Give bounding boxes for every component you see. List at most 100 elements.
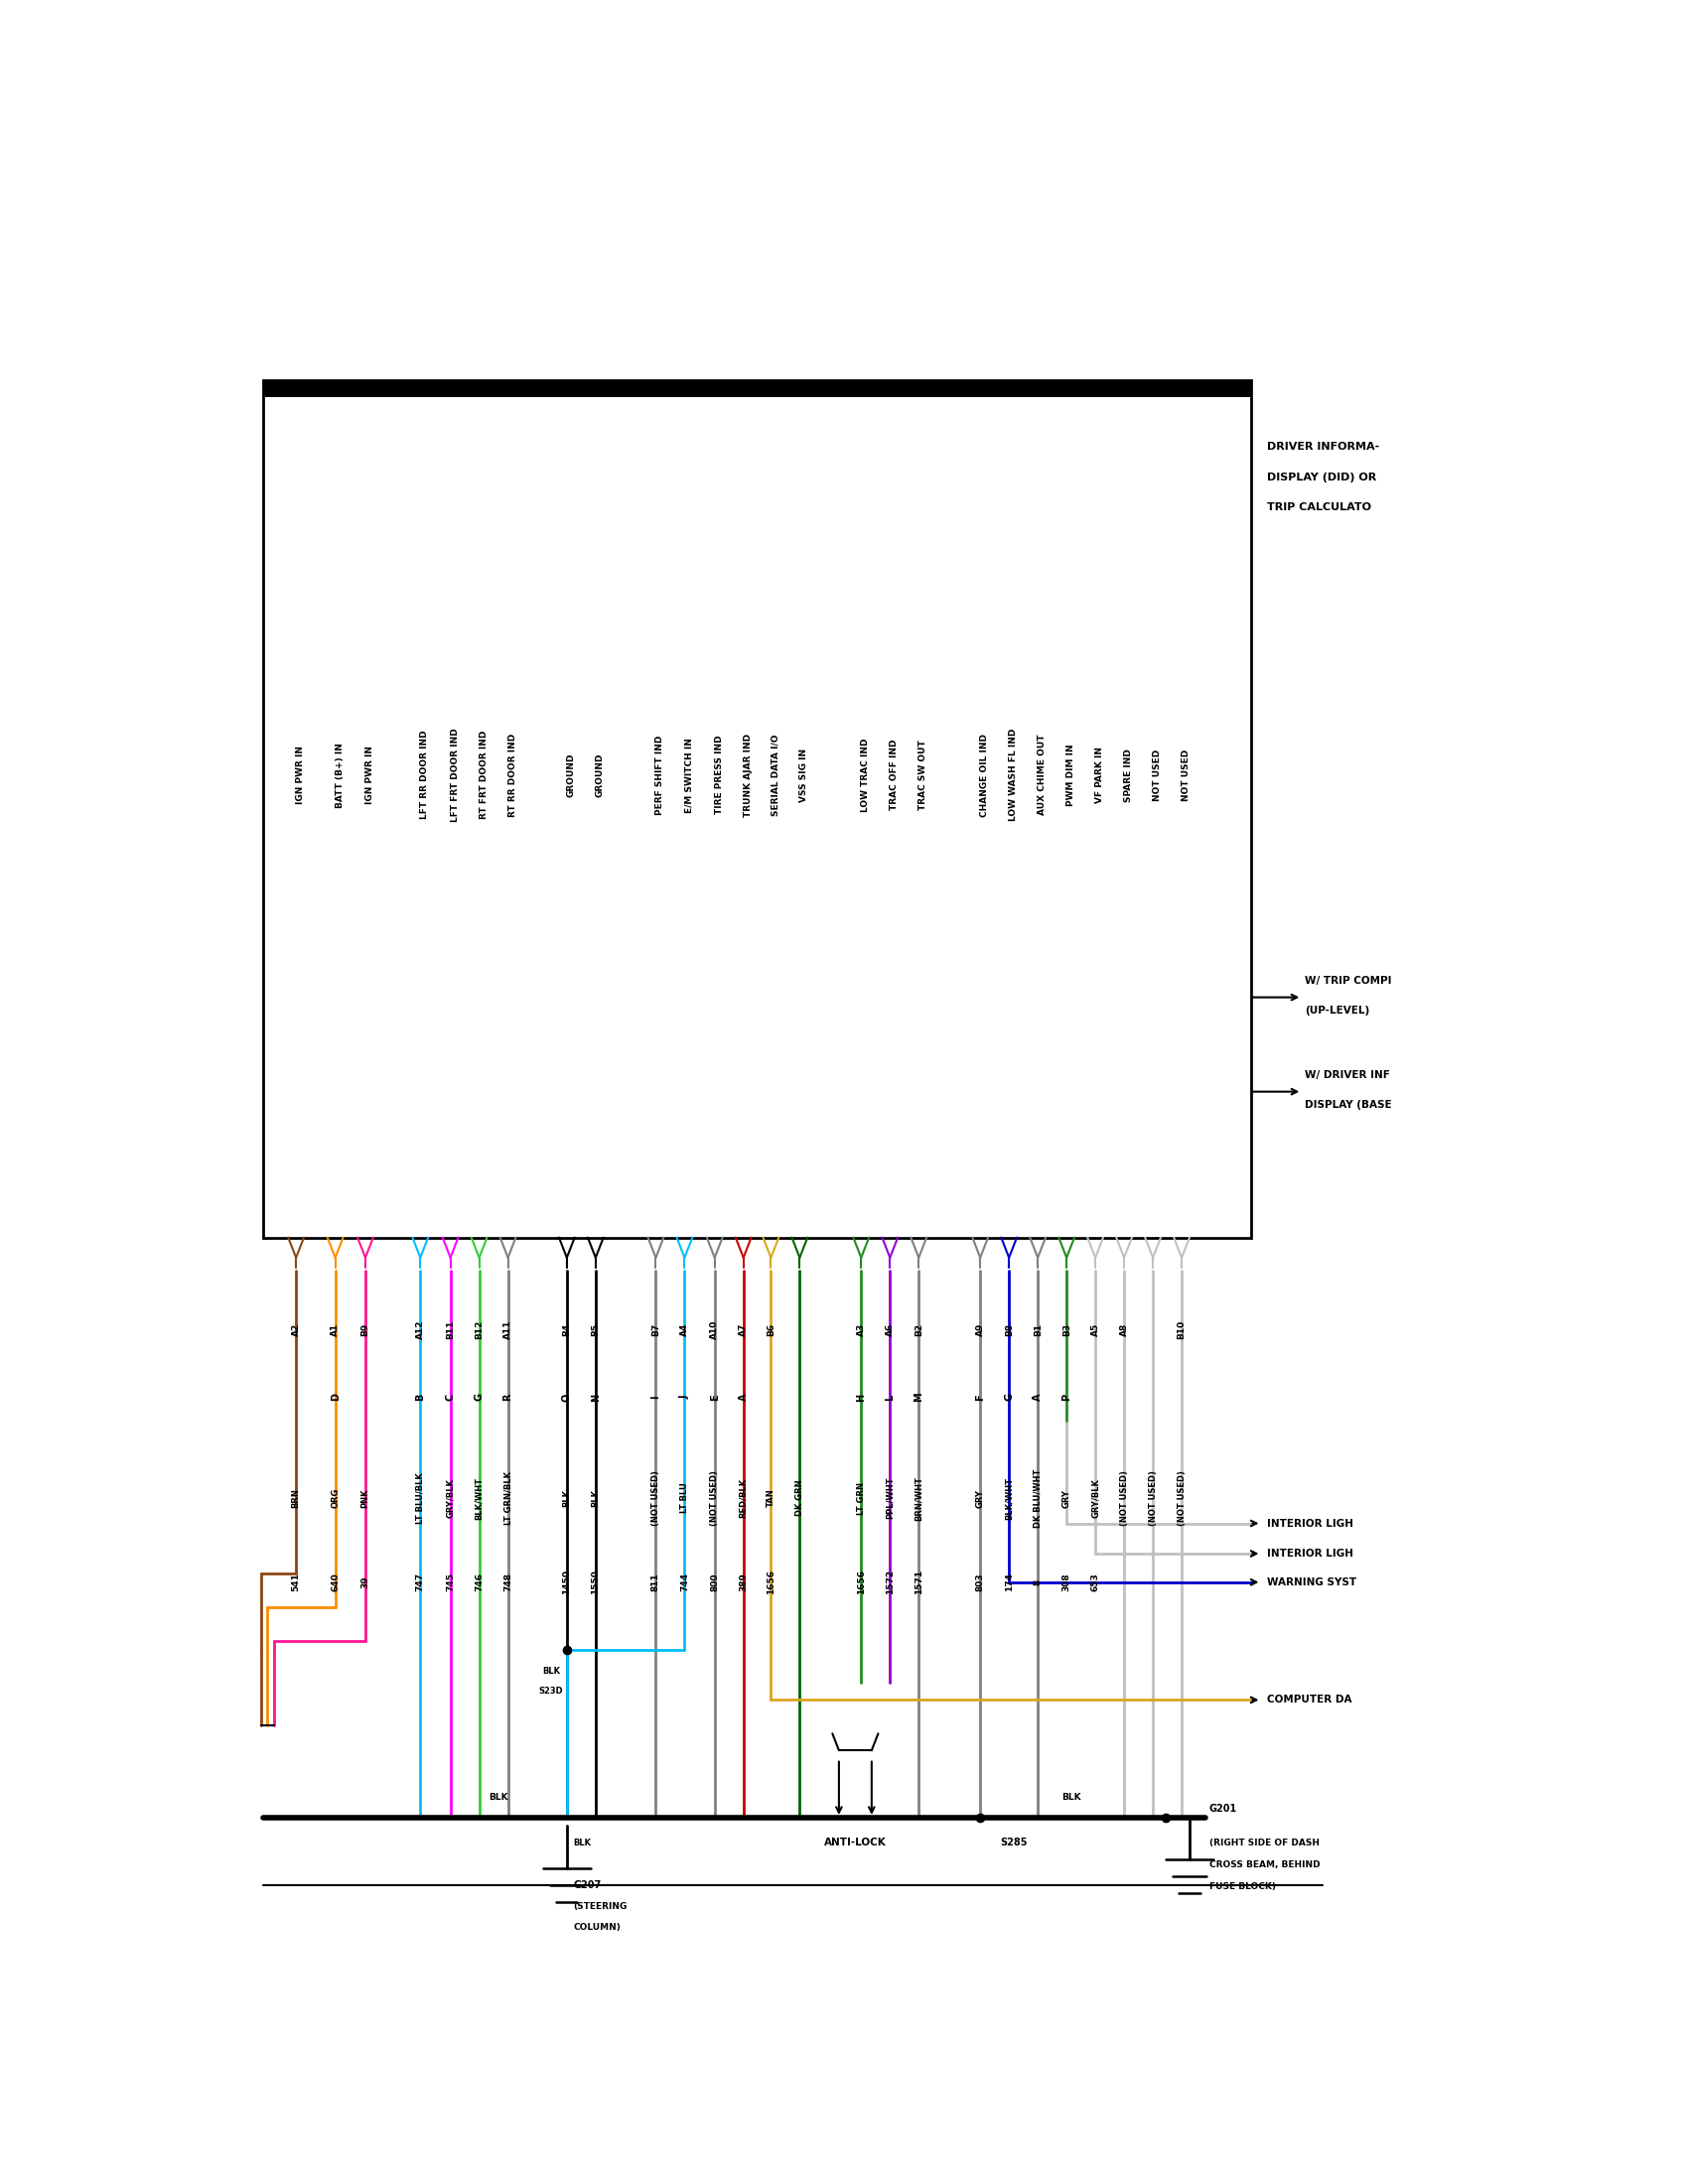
- Text: PPL/WHT: PPL/WHT: [886, 1476, 895, 1520]
- Text: (RIGHT SIDE OF DASH: (RIGHT SIDE OF DASH: [1209, 1839, 1320, 1848]
- Text: SPARE IND: SPARE IND: [1124, 749, 1133, 802]
- Text: B6: B6: [766, 1324, 775, 1337]
- Text: A9: A9: [976, 1324, 984, 1337]
- Text: E/M SWITCH IN: E/M SWITCH IN: [685, 738, 694, 812]
- Text: IGN PWR IN: IGN PWR IN: [365, 745, 375, 804]
- Text: 1450: 1450: [562, 1570, 571, 1594]
- Text: (NOT USED): (NOT USED): [711, 1470, 719, 1527]
- Text: COMPUTER DA: COMPUTER DA: [1266, 1695, 1352, 1706]
- Text: INTERIOR LIGH: INTERIOR LIGH: [1266, 1518, 1354, 1529]
- Text: (NOT USED): (NOT USED): [1119, 1470, 1129, 1527]
- Text: A6: A6: [886, 1324, 895, 1337]
- Text: 748: 748: [503, 1572, 513, 1592]
- Text: GRY: GRY: [976, 1489, 984, 1507]
- Text: 744: 744: [680, 1572, 689, 1592]
- Text: BLK: BLK: [542, 1666, 560, 1675]
- Text: 811: 811: [652, 1572, 660, 1592]
- Text: GROUND: GROUND: [596, 753, 604, 797]
- Text: INTERIOR LIGH: INTERIOR LIGH: [1266, 1548, 1354, 1559]
- Text: A7: A7: [739, 1324, 748, 1337]
- Text: 640: 640: [331, 1572, 339, 1592]
- Text: (NOT USED): (NOT USED): [1177, 1470, 1187, 1527]
- Text: 1572: 1572: [886, 1570, 895, 1594]
- Text: R: R: [503, 1393, 513, 1400]
- Text: 389: 389: [739, 1572, 748, 1592]
- Text: RED/BLK: RED/BLK: [739, 1479, 748, 1518]
- Text: 800: 800: [711, 1572, 719, 1592]
- Text: CROSS BEAM, BEHIND: CROSS BEAM, BEHIND: [1209, 1861, 1320, 1870]
- Text: B10: B10: [1177, 1321, 1187, 1339]
- Text: BRN: BRN: [292, 1487, 300, 1507]
- Text: 541: 541: [292, 1572, 300, 1592]
- Text: SERIAL DATA I/O: SERIAL DATA I/O: [771, 734, 780, 817]
- Text: RT FRT DOOR IND: RT FRT DOOR IND: [479, 732, 488, 819]
- Text: A5: A5: [1090, 1324, 1101, 1337]
- Text: B2: B2: [915, 1324, 923, 1337]
- Text: ANTI-LOCK: ANTI-LOCK: [824, 1839, 886, 1848]
- Text: H: H: [856, 1393, 866, 1402]
- Text: 39: 39: [361, 1577, 370, 1588]
- Text: 8: 8: [1033, 1579, 1041, 1586]
- Text: B5: B5: [591, 1324, 599, 1337]
- Text: WARNING SYST: WARNING SYST: [1266, 1577, 1355, 1588]
- Text: AUX CHIME OUT: AUX CHIME OUT: [1038, 734, 1047, 815]
- Text: PERF SHIFT IND: PERF SHIFT IND: [655, 736, 665, 815]
- Text: A2: A2: [292, 1324, 300, 1337]
- Text: J: J: [680, 1396, 689, 1400]
- Text: LT GRN: LT GRN: [858, 1481, 866, 1514]
- Text: M: M: [913, 1393, 923, 1402]
- Text: B12: B12: [474, 1321, 484, 1339]
- Text: CHANGE OIL IND: CHANGE OIL IND: [981, 734, 989, 817]
- Bar: [263, 380, 1251, 397]
- Text: (NOT USED): (NOT USED): [1148, 1470, 1158, 1527]
- Text: N: N: [591, 1393, 601, 1402]
- Text: BLK: BLK: [490, 1793, 508, 1802]
- Text: 1550: 1550: [591, 1570, 599, 1594]
- Text: P: P: [1062, 1393, 1072, 1400]
- Text: D: D: [331, 1393, 341, 1402]
- Text: BLK/WHT: BLK/WHT: [474, 1476, 484, 1520]
- Text: B8: B8: [1004, 1324, 1013, 1337]
- Text: 1571: 1571: [915, 1570, 923, 1594]
- Text: B7: B7: [652, 1324, 660, 1337]
- Text: IGN PWR IN: IGN PWR IN: [295, 745, 306, 804]
- Text: TAN: TAN: [766, 1489, 775, 1507]
- Text: PWM DIM IN: PWM DIM IN: [1067, 745, 1075, 806]
- Text: DK GRN: DK GRN: [795, 1481, 803, 1516]
- Text: RT RR DOOR IND: RT RR DOOR IND: [508, 734, 517, 817]
- Text: ORG: ORG: [331, 1487, 339, 1509]
- Text: DISPLAY (BASE: DISPLAY (BASE: [1305, 1101, 1391, 1109]
- Text: BLK/WHT: BLK/WHT: [1004, 1476, 1013, 1520]
- Text: 746: 746: [474, 1572, 484, 1592]
- Text: A4: A4: [680, 1324, 689, 1337]
- Text: C: C: [446, 1393, 456, 1400]
- Text: G207: G207: [574, 1880, 601, 1889]
- Text: TRIP CALCULATO: TRIP CALCULATO: [1266, 502, 1371, 513]
- Text: 747: 747: [415, 1572, 425, 1592]
- Text: A11: A11: [503, 1321, 513, 1339]
- Text: S23D: S23D: [538, 1686, 564, 1697]
- Text: G: G: [1004, 1393, 1014, 1402]
- Text: (STEERING: (STEERING: [574, 1902, 628, 1911]
- Text: B4: B4: [562, 1324, 571, 1337]
- Text: B11: B11: [446, 1321, 454, 1339]
- Text: G: G: [474, 1393, 484, 1402]
- Text: BATT (B+) IN: BATT (B+) IN: [336, 743, 344, 808]
- Text: LT BLU/BLK: LT BLU/BLK: [415, 1472, 425, 1524]
- Text: TRAC SW OUT: TRAC SW OUT: [918, 740, 928, 810]
- Text: A: A: [1033, 1393, 1043, 1400]
- Text: BRN/WHT: BRN/WHT: [915, 1476, 923, 1520]
- Text: NOT USED: NOT USED: [1153, 749, 1161, 802]
- Text: G201: G201: [1209, 1804, 1237, 1815]
- Text: L: L: [885, 1393, 895, 1400]
- Text: B3: B3: [1062, 1324, 1070, 1337]
- Text: LT GRN/BLK: LT GRN/BLK: [503, 1472, 513, 1524]
- Text: B9: B9: [361, 1324, 370, 1337]
- Text: BLK: BLK: [562, 1489, 571, 1507]
- Text: LFT RR DOOR IND: LFT RR DOOR IND: [420, 729, 429, 819]
- Text: LOW TRAC IND: LOW TRAC IND: [861, 738, 869, 812]
- Text: B: B: [415, 1393, 425, 1400]
- Text: (UP-LEVEL): (UP-LEVEL): [1305, 1007, 1369, 1016]
- Text: W/ TRIP COMPI: W/ TRIP COMPI: [1305, 976, 1391, 985]
- Text: FUSE BLOCK): FUSE BLOCK): [1209, 1883, 1276, 1891]
